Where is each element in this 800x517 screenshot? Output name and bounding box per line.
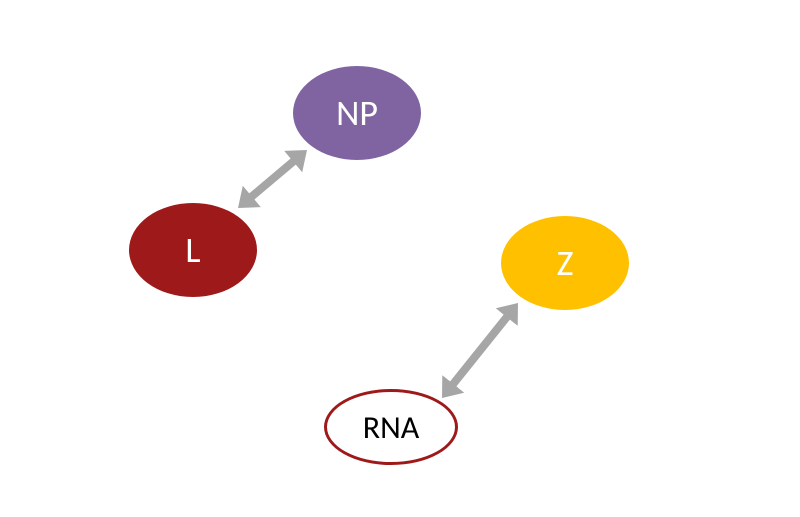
node-z-label: Z xyxy=(557,241,574,285)
node-l-label: L xyxy=(185,228,200,272)
node-rna: RNA xyxy=(324,389,458,465)
node-rna-label: RNA xyxy=(363,408,420,447)
node-np: NP xyxy=(290,63,424,163)
edge-np-l xyxy=(238,150,307,208)
node-z: Z xyxy=(498,213,632,313)
edge-z-rna xyxy=(442,303,518,398)
node-l: L xyxy=(126,200,260,300)
node-np-label: NP xyxy=(336,91,378,135)
